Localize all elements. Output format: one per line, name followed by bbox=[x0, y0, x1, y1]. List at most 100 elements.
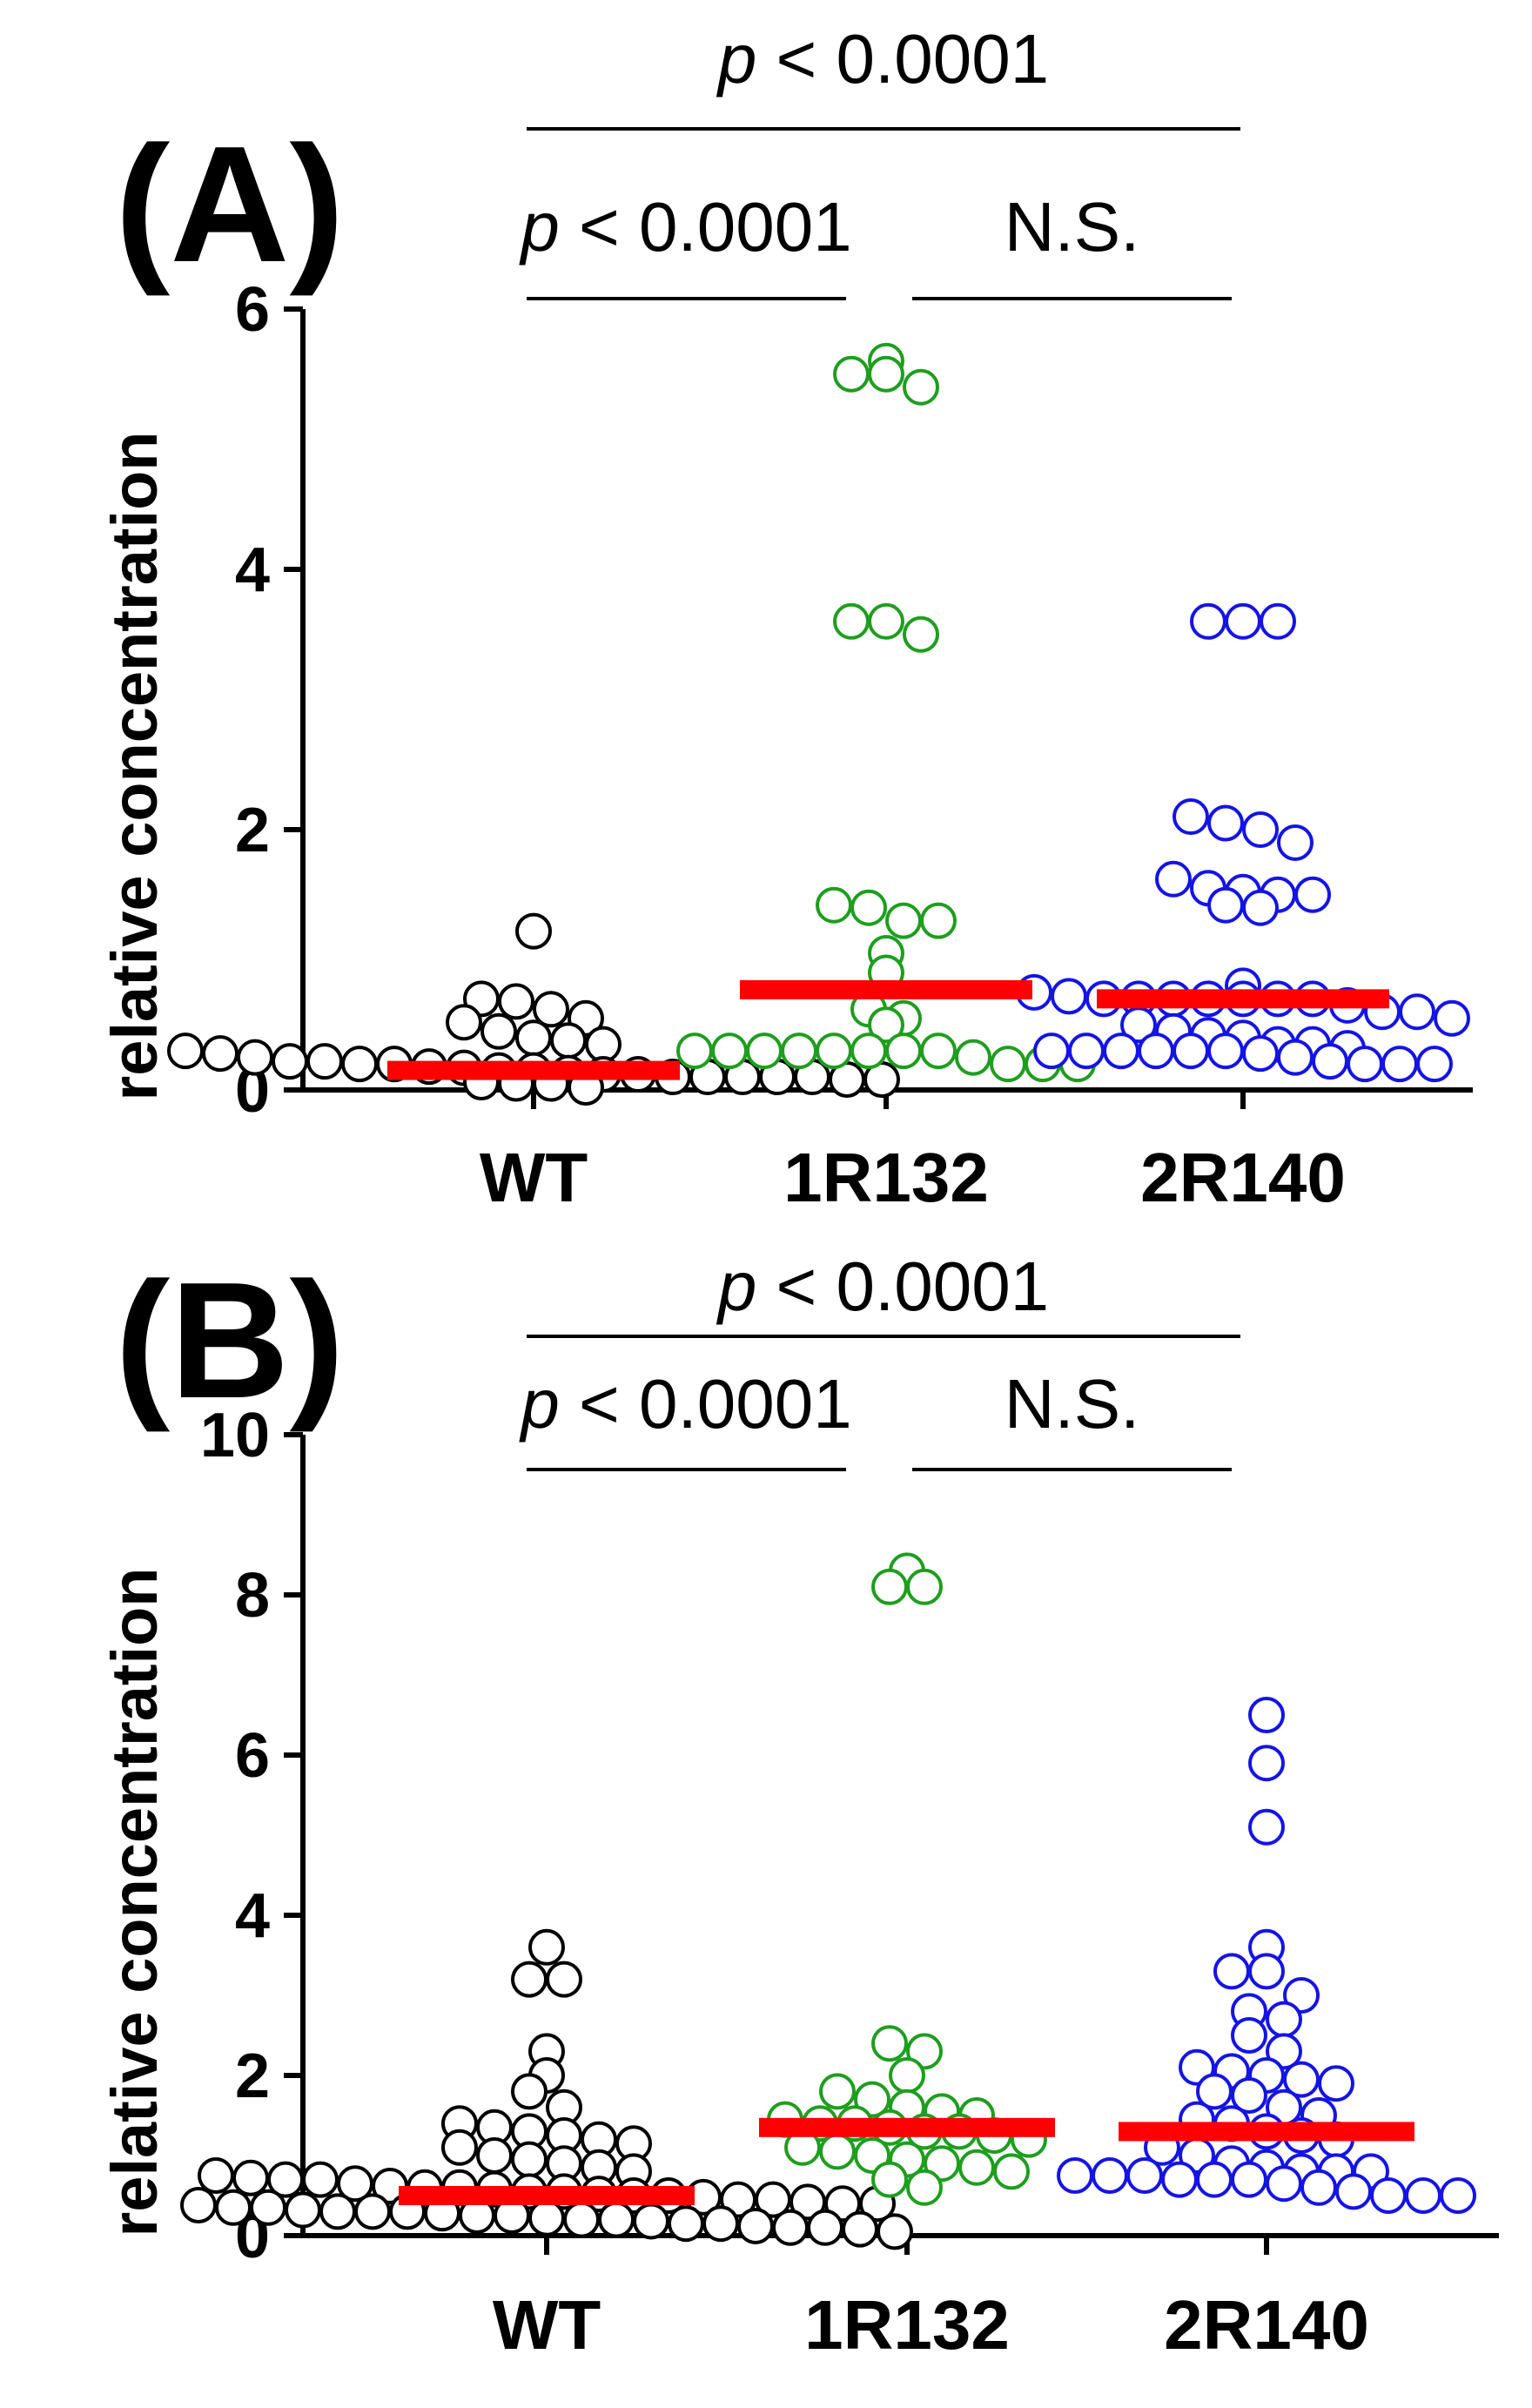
data-point bbox=[319, 2193, 356, 2230]
data-point bbox=[1190, 602, 1226, 640]
data-point bbox=[1103, 1032, 1139, 1070]
data-point bbox=[885, 902, 922, 939]
data-point bbox=[302, 2161, 339, 2198]
data-point bbox=[585, 1026, 622, 1063]
data-point bbox=[807, 2209, 843, 2246]
panel-b-letter: (B) bbox=[115, 1248, 345, 1433]
data-point bbox=[868, 1006, 904, 1044]
data-point bbox=[990, 1046, 1026, 1083]
data-point bbox=[1173, 798, 1209, 836]
data-point bbox=[1138, 1032, 1174, 1070]
data-point bbox=[354, 2193, 391, 2230]
data-point bbox=[903, 368, 939, 406]
data-point bbox=[1196, 2073, 1233, 2110]
data-point bbox=[1277, 1039, 1314, 1076]
data-point bbox=[920, 1032, 957, 1070]
data-point bbox=[633, 2203, 669, 2240]
data-point bbox=[232, 2159, 269, 2196]
data-point bbox=[1242, 811, 1279, 848]
data-point bbox=[1434, 999, 1470, 1037]
y-tick-label: 2 bbox=[235, 2041, 270, 2111]
data-point bbox=[833, 602, 870, 640]
panel-a-y-axis-label: relative concentration bbox=[98, 431, 171, 1100]
data-point bbox=[515, 912, 552, 950]
data-point bbox=[237, 1039, 273, 1076]
data-point bbox=[1347, 1046, 1383, 1083]
data-point bbox=[550, 1022, 587, 1059]
data-point bbox=[1248, 1745, 1285, 1782]
x-category-label: WT bbox=[493, 2286, 601, 2364]
data-point bbox=[1057, 2157, 1093, 2194]
data-point bbox=[1260, 602, 1296, 640]
data-point bbox=[906, 1568, 943, 1605]
data-point bbox=[885, 1032, 922, 1070]
x-category-label: 2R140 bbox=[1164, 2286, 1369, 2364]
significance-label: N.S. bbox=[1005, 1365, 1140, 1443]
data-point bbox=[1370, 2177, 1407, 2214]
significance-label: p < 0.0001 bbox=[716, 20, 1049, 98]
significance-label: p < 0.0001 bbox=[716, 1248, 1049, 1325]
data-point bbox=[1033, 1032, 1070, 1070]
data-point bbox=[850, 889, 887, 926]
significance-label: p < 0.0001 bbox=[519, 188, 851, 266]
data-point bbox=[871, 2025, 908, 2062]
median-bar bbox=[740, 979, 1032, 999]
data-point bbox=[546, 1961, 582, 1998]
y-tick-label: 10 bbox=[200, 1401, 270, 1470]
data-point bbox=[1248, 1808, 1285, 1846]
data-point bbox=[958, 2149, 995, 2186]
data-point bbox=[819, 2133, 856, 2170]
data-point bbox=[1092, 2157, 1128, 2194]
median-bar bbox=[387, 1060, 680, 1080]
data-point bbox=[441, 2129, 478, 2166]
data-point bbox=[1405, 2177, 1441, 2214]
data-point bbox=[871, 1568, 908, 1605]
data-point bbox=[1213, 1953, 1250, 1990]
data-point bbox=[1207, 886, 1244, 924]
median-bar bbox=[399, 2186, 695, 2205]
data-point bbox=[1283, 2061, 1320, 2098]
data-point bbox=[676, 1032, 713, 1070]
data-point bbox=[476, 2137, 513, 2174]
data-point bbox=[1300, 2169, 1337, 2206]
data-point bbox=[1248, 1953, 1285, 1990]
x-category-label: 1R132 bbox=[783, 1139, 989, 1216]
data-point bbox=[167, 1032, 204, 1070]
data-point bbox=[598, 2201, 635, 2238]
data-point bbox=[850, 1032, 887, 1070]
data-point bbox=[1242, 1035, 1279, 1073]
significance-label: N.S. bbox=[1005, 188, 1140, 266]
data-point bbox=[285, 2191, 321, 2229]
data-point bbox=[528, 1928, 565, 1966]
data-point bbox=[306, 1043, 343, 1080]
data-point bbox=[1161, 2161, 1198, 2198]
data-point bbox=[498, 983, 534, 1020]
data-point bbox=[772, 2209, 809, 2246]
data-point bbox=[446, 1004, 482, 1041]
data-point bbox=[833, 355, 870, 393]
data-point bbox=[868, 355, 904, 393]
data-point bbox=[993, 2153, 1030, 2190]
data-point bbox=[480, 1012, 517, 1050]
data-point bbox=[1381, 1046, 1418, 1083]
data-point bbox=[337, 2165, 373, 2203]
x-category-label: 1R132 bbox=[804, 2286, 1010, 2364]
data-point bbox=[215, 2189, 252, 2226]
y-tick-label: 6 bbox=[235, 275, 270, 345]
data-point bbox=[781, 1032, 817, 1070]
data-point bbox=[511, 2141, 548, 2178]
data-point bbox=[198, 2157, 234, 2194]
y-tick-label: 4 bbox=[235, 535, 270, 605]
significance-label: p < 0.0001 bbox=[519, 1365, 851, 1443]
data-point bbox=[1294, 876, 1331, 913]
y-tick-label: 2 bbox=[235, 796, 270, 865]
data-point bbox=[1242, 889, 1279, 926]
data-point bbox=[180, 2187, 217, 2224]
data-point bbox=[1068, 1032, 1105, 1070]
data-point bbox=[702, 2205, 739, 2243]
data-point bbox=[533, 991, 569, 1028]
data-point bbox=[1231, 2077, 1267, 2114]
